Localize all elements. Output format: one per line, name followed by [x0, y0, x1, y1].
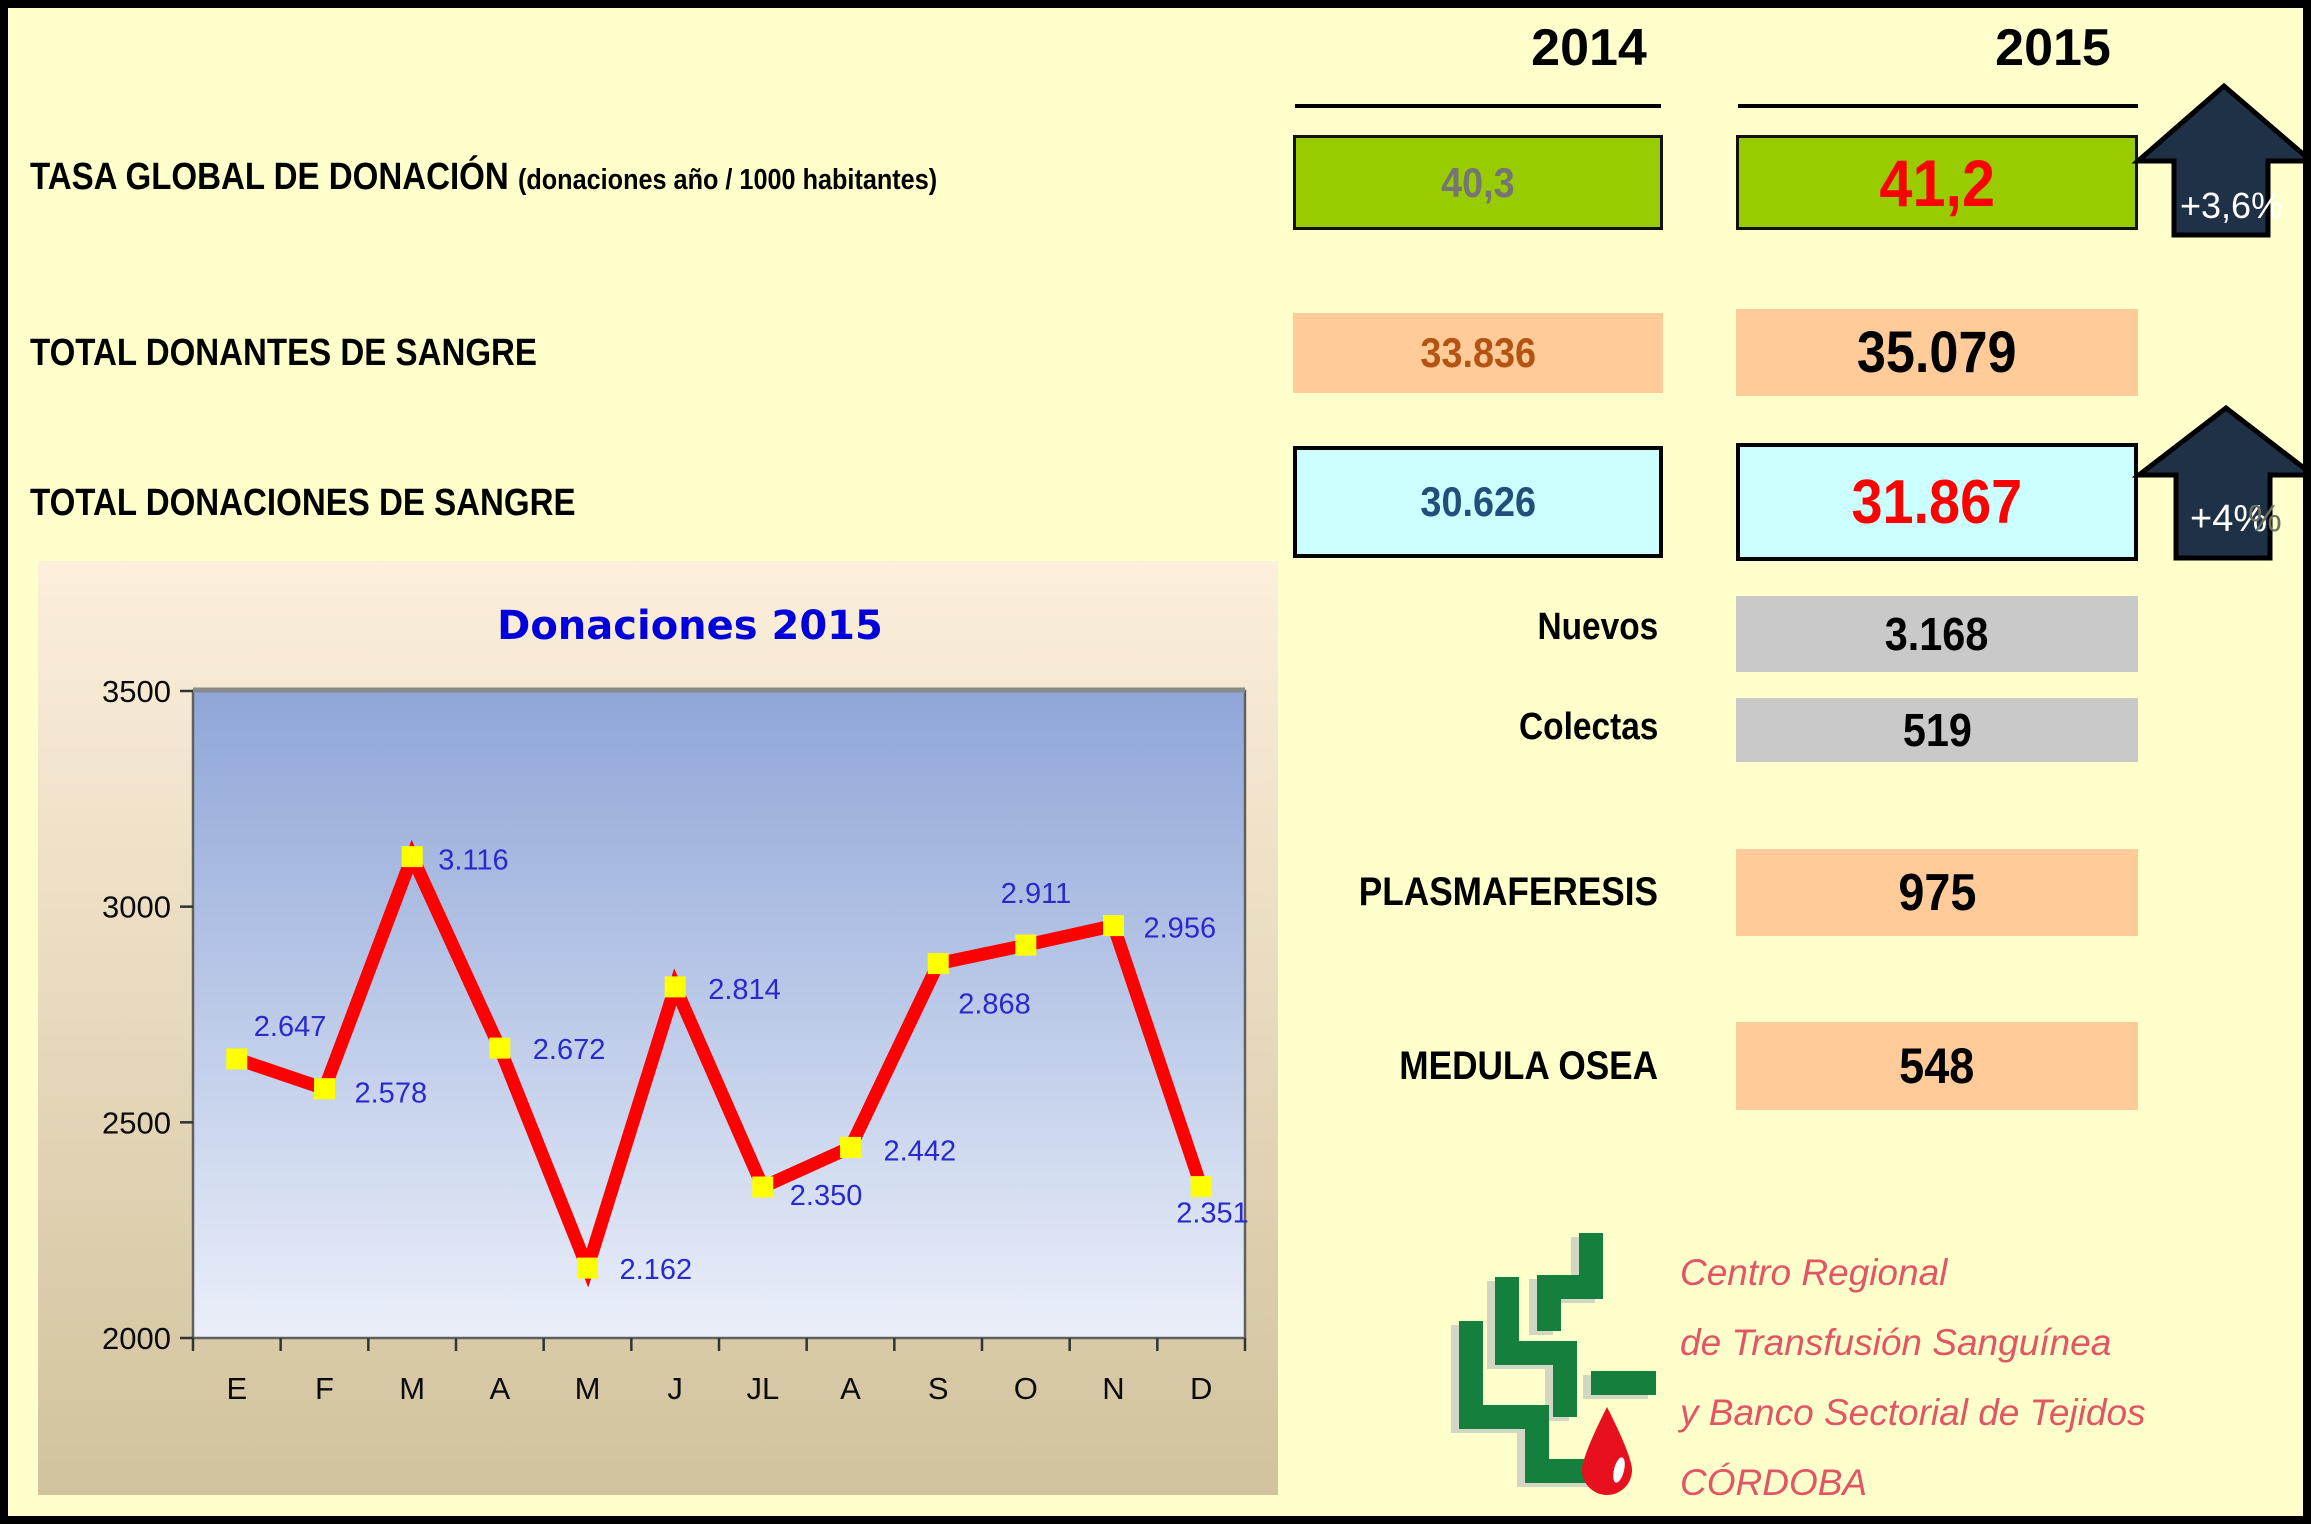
logo-line-4: CÓRDOBA — [1680, 1462, 1868, 1503]
chart-dynamic-layer: 2000 2500 3000 3500 E F M A M J JL A S O N D 2.647 2.578 3… — [102, 603, 1249, 1406]
medula-osea-value-box: 548 — [1736, 1022, 2138, 1110]
blood-drop-icon — [1582, 1407, 1632, 1495]
donaciones-2015-box: 31.867 — [1736, 443, 2138, 561]
colectas-label: Colectas — [1518, 706, 1658, 748]
data-point-label: 2.647 — [254, 1011, 327, 1043]
logo-line-2: de Transfusión Sanguínea — [1680, 1322, 2112, 1363]
data-point-marker — [1190, 1176, 1212, 1198]
data-point-label: 2.442 — [884, 1135, 957, 1167]
column-underline-2015 — [1738, 104, 2138, 108]
month-label: F — [315, 1371, 334, 1406]
month-label: D — [1190, 1371, 1212, 1406]
column-underline-2014 — [1295, 104, 1661, 108]
data-point-label: 2.814 — [708, 974, 781, 1006]
data-point-label: 2.578 — [355, 1078, 428, 1110]
up-arrow-shape — [2131, 82, 2303, 238]
plasmaferesis-value-box: 975 — [1736, 849, 2138, 936]
data-point-marker — [840, 1136, 861, 1158]
data-point-label: 3.116 — [438, 845, 508, 877]
donaciones-2014-box: 30.626 — [1293, 446, 1663, 558]
colectas-value-box: 519 — [1736, 698, 2138, 762]
medula-osea-value: 548 — [1899, 1038, 1975, 1094]
blood-drop-highlight — [1613, 1457, 1625, 1483]
logo-line-3: y Banco Sectorial de Tejidos — [1680, 1392, 2146, 1433]
plot-area — [191, 689, 1247, 1340]
nuevos-label: Nuevos — [1537, 606, 1658, 648]
data-point-marker — [314, 1078, 335, 1100]
donations-line-series — [234, 839, 1208, 1288]
tasa-2015-value: 41,2 — [1879, 145, 1995, 220]
tasa-2014-box: 40,3 — [1293, 135, 1663, 230]
logo-line-1: Centro Regional — [1680, 1252, 1948, 1293]
tasa-2015-box: 41,2 — [1736, 135, 2138, 230]
total-donaciones-label: TOTAL DONACIONES DE SANGRE — [30, 482, 576, 524]
month-label: J — [667, 1371, 683, 1406]
nuevos-value: 3.168 — [1885, 608, 1989, 660]
month-label: M — [399, 1371, 425, 1406]
y-tick-label: 3500 — [102, 674, 171, 709]
data-point-marker — [927, 953, 949, 975]
medula-osea-label: MEDULA OSEA — [1399, 1044, 1658, 1088]
month-label: M — [575, 1371, 601, 1406]
tasa-2014-value: 40,3 — [1441, 158, 1515, 206]
data-point-marker — [752, 1176, 774, 1198]
data-point-marker — [489, 1037, 511, 1059]
month-label: N — [1102, 1371, 1124, 1406]
month-label: S — [928, 1371, 949, 1406]
data-point-label: 2.351 — [1176, 1198, 1249, 1230]
tasa-delta-badge: +3,6% — [2180, 185, 2284, 226]
up-arrow-shape — [2131, 404, 2303, 561]
nuevos-value-box: 3.168 — [1736, 596, 2138, 672]
plasmaferesis-value: 975 — [1897, 863, 1977, 922]
donantes-2014-box: 33.836 — [1293, 313, 1663, 393]
tasa-global-label-main: TASA GLOBAL DE DONACIÓN — [30, 156, 509, 198]
y-tick-label: 2000 — [102, 1321, 171, 1356]
data-point-label: 2.350 — [790, 1180, 863, 1212]
month-label: O — [1014, 1371, 1038, 1406]
column-header-2014: 2014 — [1531, 19, 1647, 77]
donaciones-2014-value: 30.626 — [1420, 478, 1536, 525]
data-point-marker — [226, 1048, 248, 1070]
data-point-label: 2.868 — [958, 989, 1031, 1021]
tasa-global-label: TASA GLOBAL DE DONACIÓN (donaciones año … — [30, 156, 1073, 199]
tasa-global-label-sub: (donaciones año / 1000 habitantes) — [517, 164, 938, 196]
colectas-value: 519 — [1902, 704, 1972, 756]
month-label: JL — [746, 1371, 779, 1406]
crts-logo-text: Centro Regional de Transfusión Sanguínea… — [1680, 1238, 2146, 1516]
up-arrow-icon — [2131, 82, 2303, 238]
data-point-marker — [1103, 915, 1124, 937]
plasmaferesis-label: PLASMAFERESIS — [1358, 870, 1658, 914]
donaciones-delta-stray-percent: % — [2248, 498, 2282, 540]
month-label: A — [840, 1371, 861, 1406]
up-arrow-icon — [2131, 404, 2303, 561]
month-label: E — [226, 1371, 247, 1406]
y-tick-label: 2500 — [102, 1105, 171, 1140]
column-header-2015: 2015 — [1995, 19, 2111, 77]
data-point-marker — [1015, 934, 1037, 956]
data-point-label: 2.911 — [1001, 878, 1071, 910]
data-point-label: 2.162 — [620, 1254, 693, 1286]
total-donantes-label: TOTAL DONANTES DE SANGRE — [30, 332, 537, 374]
y-tick-label: 3000 — [102, 890, 171, 925]
donantes-2015-box: 35.079 — [1736, 309, 2138, 396]
data-point-marker — [664, 976, 686, 998]
month-label: A — [489, 1371, 510, 1406]
data-point-label: 2.672 — [533, 1034, 606, 1066]
data-point-marker — [401, 846, 423, 868]
chart-title: Donaciones 2015 — [497, 603, 883, 649]
donantes-2014-value: 33.836 — [1420, 329, 1536, 376]
data-point-label: 2.956 — [1144, 913, 1217, 945]
crts-logo-icon — [1451, 1233, 1656, 1495]
donaciones-delta-badge: +4% — [2190, 498, 2268, 540]
donaciones-2015-line-chart: 2000 2500 3000 3500 E F M A M J JL A S O N D 2.647 2.578 3… — [38, 561, 1278, 1495]
logo-green-steps — [1459, 1233, 1656, 1483]
donantes-2015-value: 35.079 — [1857, 320, 2017, 385]
data-point-marker — [577, 1257, 598, 1279]
donaciones-2015-value: 31.867 — [1851, 467, 2023, 537]
